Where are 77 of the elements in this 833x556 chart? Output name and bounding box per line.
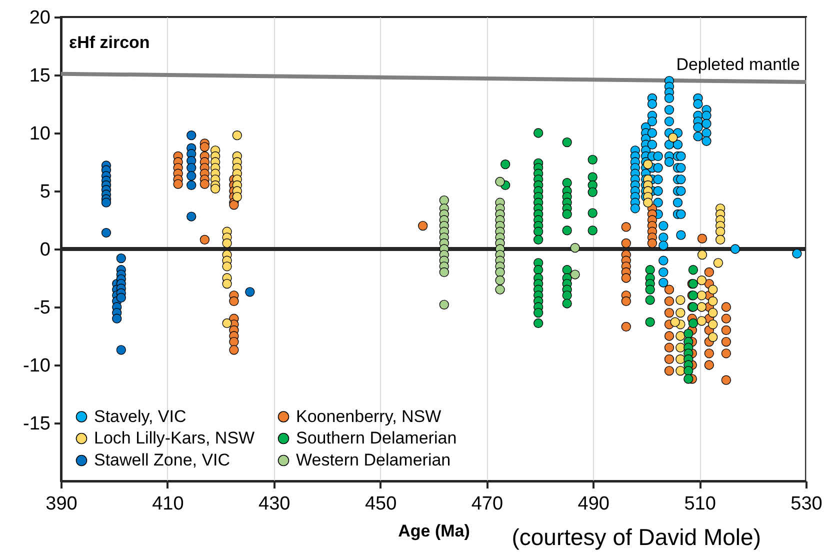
- point: [708, 308, 718, 318]
- point: [708, 296, 718, 306]
- y-tick-label: 20: [29, 8, 50, 28]
- point: [186, 130, 196, 140]
- point: [186, 171, 196, 181]
- y-tick-label: -15: [23, 414, 50, 434]
- point: [697, 250, 708, 260]
- point: [696, 290, 707, 300]
- point: [643, 198, 653, 208]
- legend-label: Stavely, VIC: [94, 406, 186, 426]
- y-tick-label: 5: [40, 182, 50, 202]
- x-axis-title: Age (Ma): [398, 522, 470, 540]
- point: [643, 160, 653, 170]
- point: [245, 287, 255, 297]
- point: [570, 243, 580, 253]
- point: [101, 198, 112, 208]
- y-tick-label: 10: [29, 124, 50, 144]
- x-tick-label: 470: [471, 494, 504, 514]
- point: [222, 238, 232, 248]
- point: [495, 176, 505, 187]
- point: [112, 314, 122, 324]
- point: [116, 292, 126, 303]
- series-label: Depleted mantle: [676, 54, 800, 74]
- point: [439, 195, 449, 206]
- point: [676, 331, 686, 341]
- point: [186, 180, 196, 190]
- point: [676, 295, 686, 305]
- point: [222, 262, 232, 272]
- point: [222, 278, 232, 289]
- point: [495, 267, 505, 278]
- point: [670, 317, 680, 327]
- point: [495, 284, 505, 294]
- y-tick-label: 15: [29, 66, 50, 86]
- point: [232, 192, 242, 202]
- point: [716, 234, 726, 245]
- x-tick-label: 390: [46, 494, 78, 514]
- point: [713, 258, 724, 268]
- y-tick-label: 0: [40, 240, 50, 260]
- legend-label: Southern Delamerian: [296, 428, 457, 448]
- point: [676, 366, 686, 376]
- point: [696, 302, 707, 312]
- legend-label: Stawell Zone, VIC: [94, 450, 230, 470]
- annotation: εHf zircon: [69, 33, 150, 52]
- legend-label: Loch Lilly-Kars, NSW: [94, 428, 255, 448]
- point: [570, 270, 580, 280]
- point: [116, 345, 126, 355]
- point: [495, 276, 505, 286]
- point: [708, 284, 718, 294]
- point: [696, 276, 707, 286]
- point: [439, 267, 449, 278]
- legend-label: Koonenberry, NSW: [296, 406, 442, 426]
- point: [696, 316, 707, 326]
- x-tick-label: 450: [364, 494, 397, 514]
- point: [232, 130, 242, 140]
- point: [668, 132, 678, 142]
- legend-label: Western Delamerian: [296, 450, 451, 470]
- x-tick-label: 510: [684, 494, 716, 514]
- x-tick-label: 430: [258, 494, 290, 514]
- point: [101, 228, 112, 238]
- point: [439, 300, 449, 310]
- point: [186, 212, 196, 222]
- point: [222, 318, 232, 328]
- x-tick-label: 530: [790, 494, 822, 514]
- point: [116, 253, 126, 264]
- point: [708, 320, 718, 330]
- point: [186, 162, 196, 173]
- point: [676, 354, 686, 364]
- text: (courtesy of David Mole): [512, 524, 761, 550]
- point: [210, 184, 220, 194]
- y-tick-label: -5: [34, 298, 50, 318]
- point: [676, 308, 686, 318]
- point: [676, 342, 686, 352]
- x-tick-label: 490: [578, 494, 610, 514]
- point: [708, 332, 718, 342]
- y-tick-label: -10: [23, 356, 50, 376]
- x-tick-label: 410: [152, 494, 184, 514]
- point: [716, 226, 726, 236]
